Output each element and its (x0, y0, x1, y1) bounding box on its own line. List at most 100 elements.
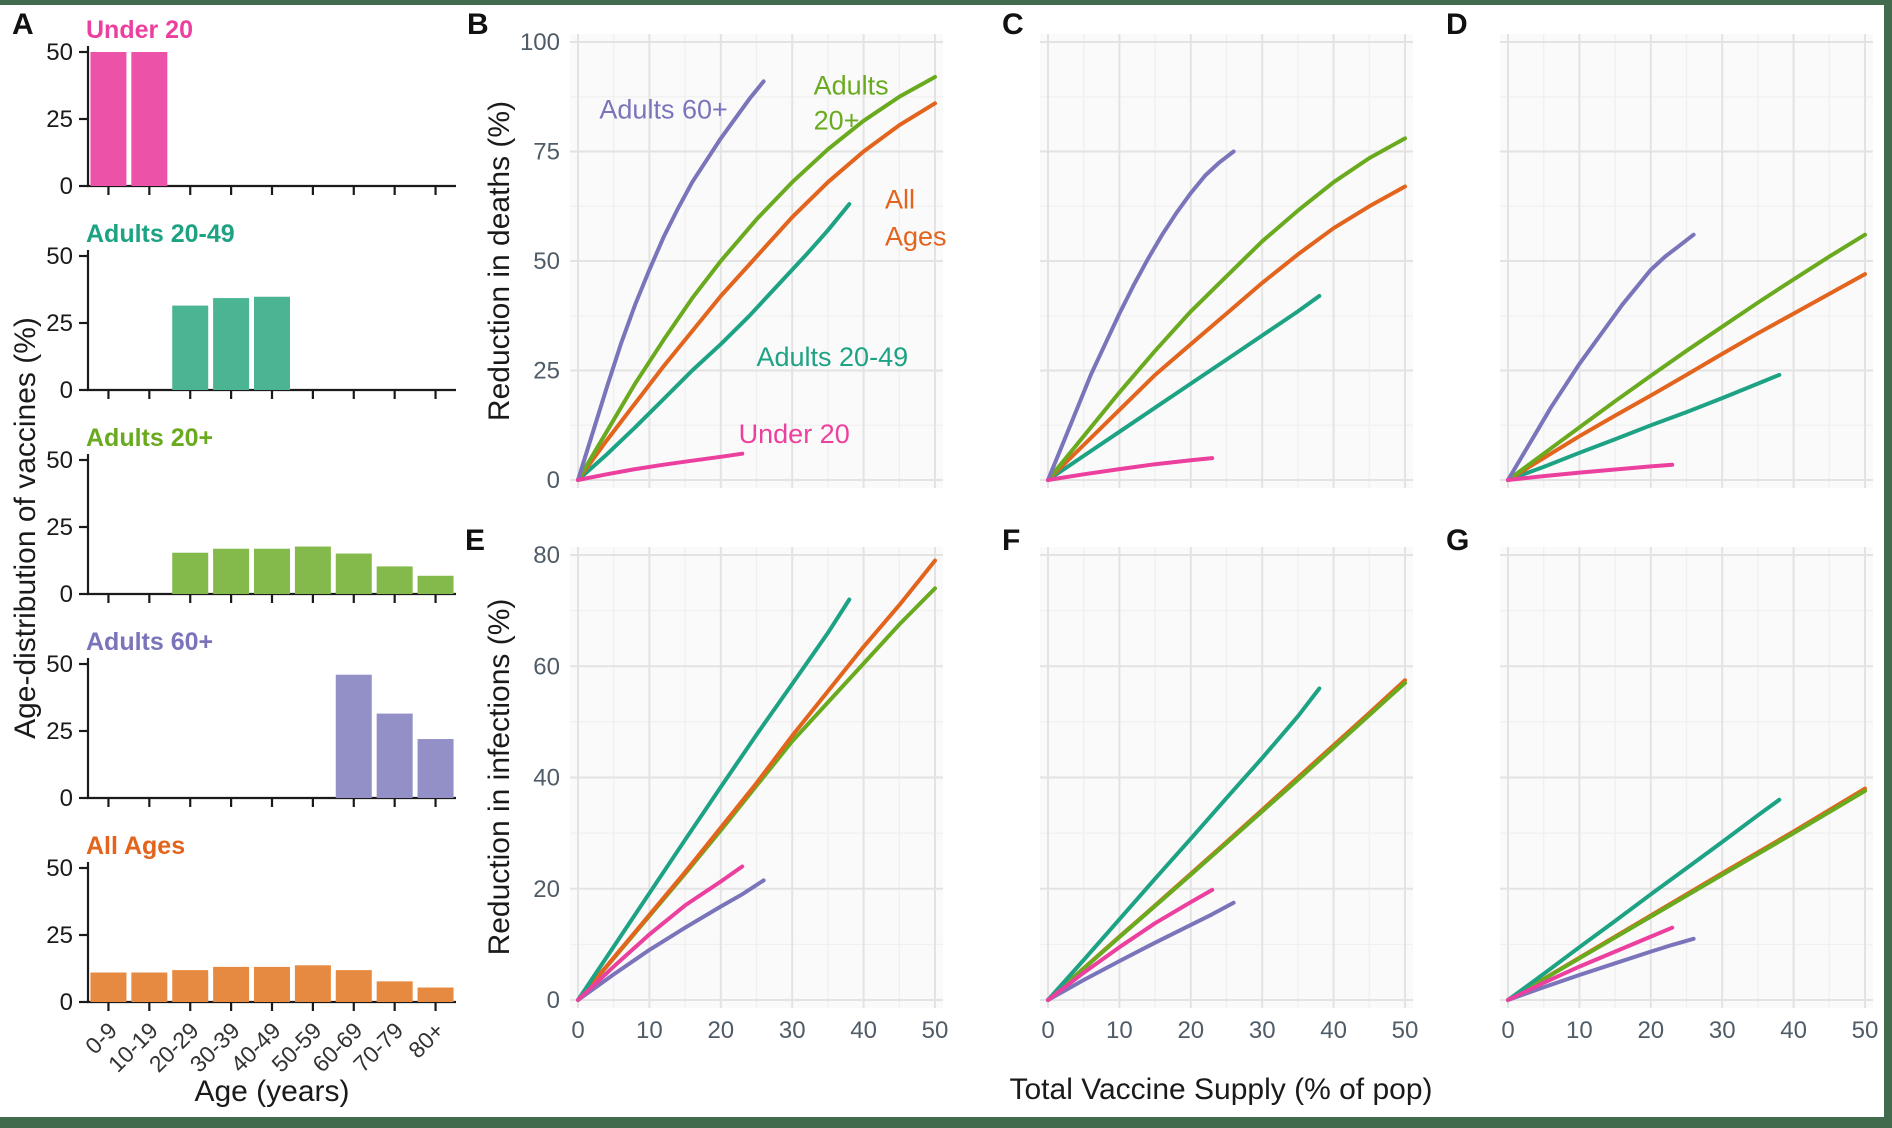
curve-label-adults20plus: Adults (814, 71, 889, 101)
line-series-C-adults60plus (1046, 149, 1236, 482)
line-series-E-adults60plus (576, 878, 766, 1002)
panel-letter-f: F (1002, 524, 1021, 557)
line-series-D-allages (1506, 272, 1867, 482)
bar-subplot-title-adults60plus: Adults 60+ (86, 628, 213, 656)
y-tick-label: 25 (46, 514, 73, 541)
line-series-B-adults20plus (576, 75, 937, 482)
line-series-E-allages (576, 558, 937, 1002)
infections-row-y-axis-title: Reduction in infections (%) (483, 598, 516, 956)
bar-under20-0-9 (90, 52, 127, 186)
x-tick-label-F: 40 (1320, 1017, 1347, 1044)
line-series-B-under20 (576, 451, 745, 482)
x-tick-label-F: 10 (1106, 1017, 1133, 1044)
bar-adults20plus-20-29 (172, 552, 209, 594)
bar-allages-50-59 (294, 965, 331, 1002)
age-group-label: 80+ (403, 1017, 449, 1063)
line-series-G-adults2049 (1506, 797, 1782, 1002)
bar-adults2049-40-49 (254, 296, 290, 390)
bar-allages-20-29 (172, 970, 209, 1002)
y-tick-label: 0 (60, 377, 73, 404)
y-tick-label: 50 (46, 855, 73, 882)
curve-label-adults20plus: 20+ (814, 106, 860, 136)
line-series-B-allages (576, 101, 937, 482)
line-series-C-allages (1046, 184, 1407, 482)
x-tick-label-G: 30 (1709, 1017, 1736, 1044)
y-tick-label-B: 0 (547, 467, 560, 494)
x-tick-label-F: 50 (1392, 1017, 1419, 1044)
bar-allages-40-49 (254, 966, 290, 1002)
bar-adults60plus-80+ (417, 739, 454, 798)
y-tick-label: 25 (46, 106, 73, 133)
y-tick-label: 0 (60, 581, 73, 608)
x-tick-label-E: 10 (636, 1017, 663, 1044)
y-tick-label-B: 25 (533, 358, 560, 385)
bar-allages-80+ (417, 987, 454, 1002)
y-tick-label: 0 (60, 173, 73, 200)
panel-letter-d: D (1446, 8, 1468, 41)
x-tick-label-E: 20 (707, 1017, 734, 1044)
bar-panel-x-axis-title: Age (years) (194, 1075, 350, 1108)
x-tick-label-E: 30 (779, 1017, 806, 1044)
x-tick-label-F: 0 (1041, 1017, 1054, 1044)
x-tick-label-E: 0 (571, 1017, 584, 1044)
line-series-D-under20 (1506, 462, 1675, 482)
y-tick-label-B: 50 (533, 248, 560, 275)
bar-allages-60-69 (335, 970, 372, 1002)
bar-adults2049-20-29 (172, 305, 209, 390)
line-series-G-adults20plus (1506, 788, 1867, 1002)
curve-label-under20: Under 20 (739, 419, 850, 449)
curve-label-adults60plus: Adults 60+ (599, 95, 727, 125)
panel-letter-a: A (12, 8, 34, 41)
y-tick-label: 0 (60, 785, 73, 812)
curve-label-allages: All (885, 184, 915, 214)
x-tick-label-F: 30 (1249, 1017, 1276, 1044)
x-tick-label-E: 50 (922, 1017, 949, 1044)
y-tick-label-E: 80 (533, 542, 560, 569)
y-tick-label-E: 60 (533, 653, 560, 680)
y-tick-label-B: 75 (533, 139, 560, 166)
line-series-F-adults20plus (1046, 680, 1407, 1002)
figure-border-right (1884, 0, 1892, 1128)
y-tick-label-E: 40 (533, 765, 560, 792)
line-series-G-under20 (1506, 925, 1675, 1002)
line-series-D-adults20plus (1506, 232, 1867, 482)
bar-adults2049-30-39 (213, 298, 250, 390)
y-tick-label: 25 (46, 922, 73, 949)
bar-adults60plus-70-79 (376, 713, 413, 798)
line-series-D-adults2049 (1506, 372, 1782, 482)
y-tick-label: 0 (60, 989, 73, 1016)
curve-label-allages: Ages (885, 222, 947, 252)
line-series-E-adults2049 (576, 597, 852, 1002)
y-tick-label: 50 (46, 39, 73, 66)
bar-under20-10-19 (131, 52, 168, 186)
bar-adults20plus-80+ (417, 575, 454, 594)
bar-allages-0-9 (90, 972, 127, 1002)
y-tick-label-E: 0 (547, 987, 560, 1014)
line-series-F-under20 (1046, 887, 1215, 1002)
y-tick-label-B: 100 (520, 29, 560, 56)
bar-subplot-title-adults20plus: Adults 20+ (86, 424, 213, 452)
line-series-D-adults60plus (1506, 232, 1696, 482)
line-series-F-adults60plus (1046, 900, 1236, 1002)
figure-border-top (0, 0, 1892, 5)
bar-adults20plus-30-39 (213, 548, 250, 594)
bar-subplot-title-under20: Under 20 (86, 16, 193, 44)
figure-border-bottom (0, 1117, 1892, 1128)
panel-letter-e: E (465, 524, 486, 557)
line-series-E-under20 (576, 864, 745, 1002)
x-tick-label-G: 40 (1780, 1017, 1807, 1044)
y-tick-label-E: 20 (533, 876, 560, 903)
x-tick-label-G: 0 (1501, 1017, 1514, 1044)
line-series-G-adults60plus (1506, 936, 1696, 1002)
bar-adults60plus-60-69 (335, 674, 372, 798)
y-tick-label: 25 (46, 310, 73, 337)
line-series-C-adults2049 (1046, 294, 1322, 482)
line-panels-x-axis-title: Total Vaccine Supply (% of pop) (1009, 1073, 1433, 1106)
line-series-F-adults2049 (1046, 686, 1322, 1002)
bar-allages-30-39 (213, 966, 250, 1002)
bar-allages-10-19 (131, 972, 168, 1002)
line-series-B-adults2049 (576, 202, 852, 482)
x-tick-label-G: 20 (1637, 1017, 1664, 1044)
x-tick-label-G: 10 (1566, 1017, 1593, 1044)
